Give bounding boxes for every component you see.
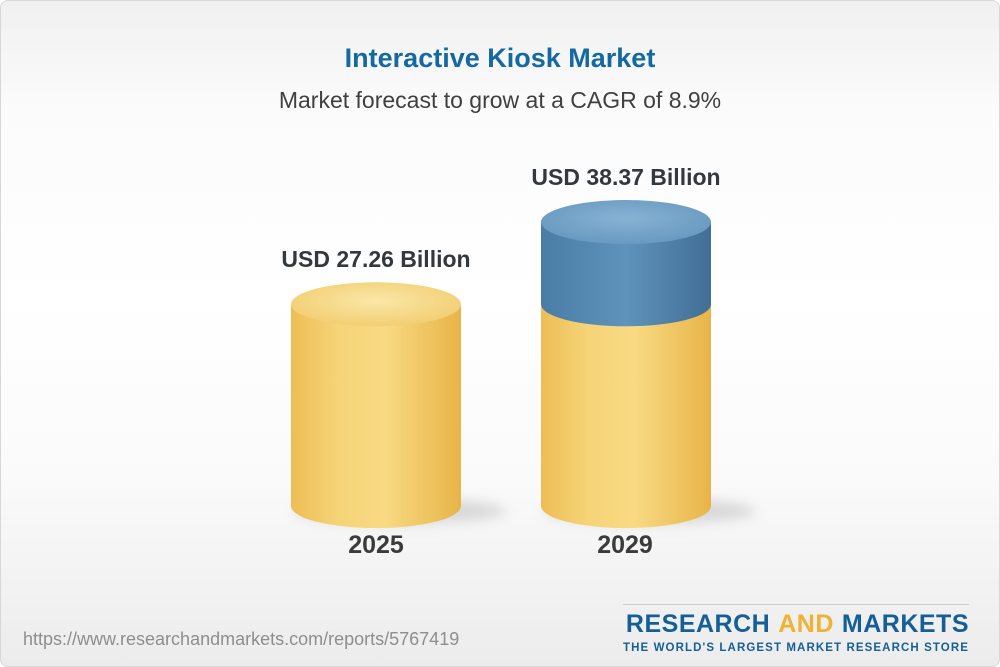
report-url: https://www.researchandmarkets.com/repor… [23,629,460,649]
chart-title: Interactive Kiosk Market [344,43,656,73]
value-label-2029: USD 38.37 Billion [531,164,721,190]
logo-word-markets: MARKETS [841,610,969,638]
logo-divider [623,604,969,605]
logo-wordmark: RESEARCH AND MARKETS [623,610,969,639]
category-label-2025: 2025 [348,531,404,559]
value-label-2025: USD 27.26 Billion [281,246,471,272]
chart-subtitle: Market forecast to grow at a CAGR of 8.9… [278,87,722,113]
logo-word-and: AND [778,610,834,638]
category-label-2029: 2029 [597,531,653,559]
research-and-markets-logo: RESEARCH AND MARKETS THE WORLD'S LARGEST M… [623,604,969,654]
logo-word-research: RESEARCH [625,610,771,638]
logo-tagline: THE WORLD'S LARGEST MARKET RESEARCH STOR… [623,642,969,654]
